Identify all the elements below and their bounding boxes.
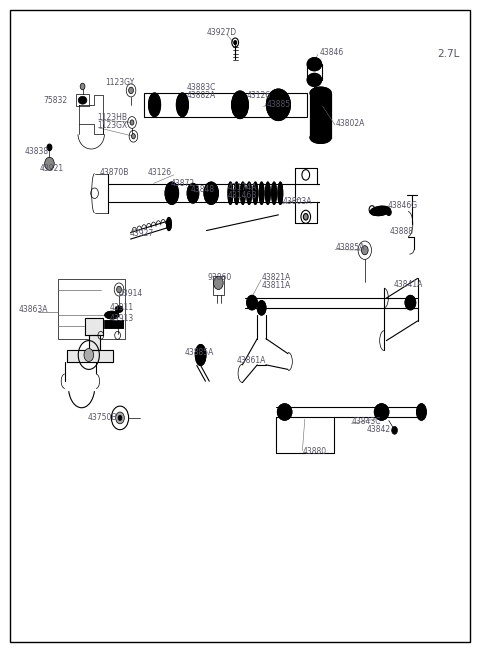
Ellipse shape (195, 345, 206, 365)
Bar (76, 94, 89, 106)
Ellipse shape (386, 209, 391, 215)
Ellipse shape (257, 301, 266, 315)
Text: 43821A: 43821A (262, 273, 291, 282)
Ellipse shape (247, 182, 252, 204)
Circle shape (116, 412, 124, 424)
Circle shape (118, 415, 122, 421)
Ellipse shape (187, 183, 199, 203)
Text: 43911: 43911 (109, 303, 133, 312)
Ellipse shape (374, 403, 389, 421)
Circle shape (132, 134, 135, 139)
Text: 43863A: 43863A (18, 305, 48, 314)
Bar (213, 276, 224, 295)
Circle shape (303, 214, 308, 220)
Text: 43885: 43885 (266, 100, 290, 109)
Ellipse shape (247, 295, 257, 310)
Text: 1123GY: 1123GY (106, 78, 135, 87)
Ellipse shape (115, 306, 123, 312)
Text: 43803A: 43803A (282, 197, 312, 206)
Circle shape (234, 41, 237, 45)
Circle shape (117, 286, 121, 293)
Text: 43846: 43846 (319, 48, 344, 57)
Text: 43126: 43126 (247, 91, 271, 100)
Text: 43883C: 43883C (186, 83, 216, 92)
Text: 43870B: 43870B (100, 168, 129, 178)
Ellipse shape (272, 182, 276, 204)
Text: 1123GX: 1123GX (97, 121, 127, 130)
Text: 43802A: 43802A (336, 119, 365, 128)
Bar (310, 93, 331, 138)
Text: 43861A: 43861A (237, 356, 266, 365)
Ellipse shape (234, 182, 239, 204)
Bar (58, 279, 125, 339)
Ellipse shape (240, 182, 245, 204)
Polygon shape (85, 318, 103, 335)
Circle shape (214, 276, 223, 290)
Text: 43914: 43914 (119, 289, 144, 298)
Text: 43174A: 43174A (228, 183, 257, 192)
Ellipse shape (307, 73, 322, 86)
Ellipse shape (266, 89, 290, 121)
Bar (144, 93, 307, 117)
Circle shape (392, 426, 397, 434)
Circle shape (45, 157, 54, 170)
Ellipse shape (370, 206, 390, 215)
Ellipse shape (307, 58, 322, 71)
Ellipse shape (165, 182, 179, 204)
Text: 43872: 43872 (170, 179, 194, 188)
Ellipse shape (149, 93, 160, 117)
Polygon shape (67, 350, 113, 362)
Ellipse shape (177, 93, 188, 117)
Ellipse shape (405, 295, 416, 310)
Text: 43146B: 43146B (228, 191, 257, 200)
Text: 43846G: 43846G (388, 201, 418, 210)
Ellipse shape (253, 182, 258, 204)
Text: 43842: 43842 (367, 425, 391, 434)
Ellipse shape (167, 217, 171, 231)
Text: 43750B: 43750B (87, 413, 117, 422)
Ellipse shape (265, 182, 270, 204)
Ellipse shape (277, 403, 292, 421)
Text: 43126: 43126 (148, 168, 172, 178)
Text: 43843C: 43843C (351, 417, 381, 426)
Ellipse shape (278, 182, 283, 204)
Text: 2.7L: 2.7L (438, 48, 460, 59)
Circle shape (129, 87, 133, 94)
Ellipse shape (231, 91, 249, 119)
Circle shape (47, 144, 52, 151)
Bar (310, 93, 331, 138)
Circle shape (130, 120, 134, 125)
Circle shape (361, 246, 368, 255)
Ellipse shape (310, 87, 331, 99)
Polygon shape (89, 335, 100, 350)
Text: 43838: 43838 (25, 147, 49, 157)
Text: 1123HB: 1123HB (97, 113, 127, 122)
Circle shape (84, 348, 94, 362)
Text: 75832: 75832 (43, 96, 67, 105)
Ellipse shape (310, 132, 331, 143)
Text: 43913: 43913 (109, 314, 134, 323)
Text: 43927D: 43927D (206, 28, 237, 37)
Text: 43885A: 43885A (336, 243, 365, 252)
Text: 43921: 43921 (39, 164, 63, 174)
Text: 43841A: 43841A (394, 280, 423, 289)
Bar (95, 320, 123, 328)
Ellipse shape (228, 182, 233, 204)
Ellipse shape (417, 403, 426, 421)
Text: 43927: 43927 (130, 229, 154, 238)
Ellipse shape (78, 96, 87, 104)
Text: 43811A: 43811A (262, 281, 291, 290)
Text: 43848: 43848 (191, 185, 215, 195)
Ellipse shape (105, 311, 119, 319)
Text: 43880: 43880 (302, 447, 326, 457)
Ellipse shape (204, 182, 218, 204)
Ellipse shape (259, 182, 264, 204)
Bar (95, 320, 123, 328)
Text: 43885A: 43885A (185, 348, 214, 357)
Text: 43888: 43888 (390, 227, 414, 236)
Circle shape (80, 83, 85, 90)
Text: 43882A: 43882A (186, 91, 216, 100)
Text: 93860: 93860 (207, 273, 232, 282)
